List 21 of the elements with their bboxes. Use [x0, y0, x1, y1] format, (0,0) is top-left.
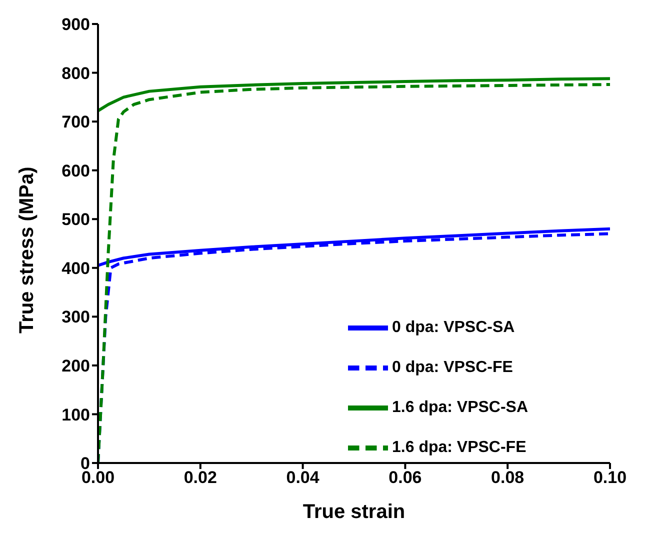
- y-tick-label: 800: [62, 64, 90, 83]
- y-tick-label: 900: [62, 15, 90, 34]
- legend-label: 0 dpa: VPSC-FE: [392, 359, 513, 376]
- y-tick-label: 500: [62, 210, 90, 230]
- x-tick-label: 0.08: [491, 468, 524, 488]
- y-tick-label: 200: [62, 356, 90, 376]
- y-tick-label: 400: [62, 258, 90, 278]
- y-tick-label: 600: [62, 161, 90, 180]
- y-axis-title: True stress (MPa): [16, 166, 38, 334]
- x-axis-title: True strain: [302, 501, 406, 523]
- y-tick-label: 300: [62, 308, 90, 327]
- x-tick-label: 0.10: [593, 468, 627, 488]
- legend-label: 0 dpa: VPSC-SA: [392, 319, 515, 336]
- y-tick-label: 700: [62, 112, 90, 132]
- legend-label: 1.6 dpa: VPSC-SA: [392, 399, 528, 416]
- legend-label: 1.6 dpa: VPSC-FE: [392, 439, 526, 456]
- x-tick-label: 0.04: [286, 468, 320, 488]
- x-tick-label: 0.06: [388, 468, 422, 488]
- y-tick-label: 100: [62, 405, 90, 424]
- x-tick-label: 0.00: [81, 468, 115, 488]
- x-tick-label: 0.02: [184, 468, 217, 488]
